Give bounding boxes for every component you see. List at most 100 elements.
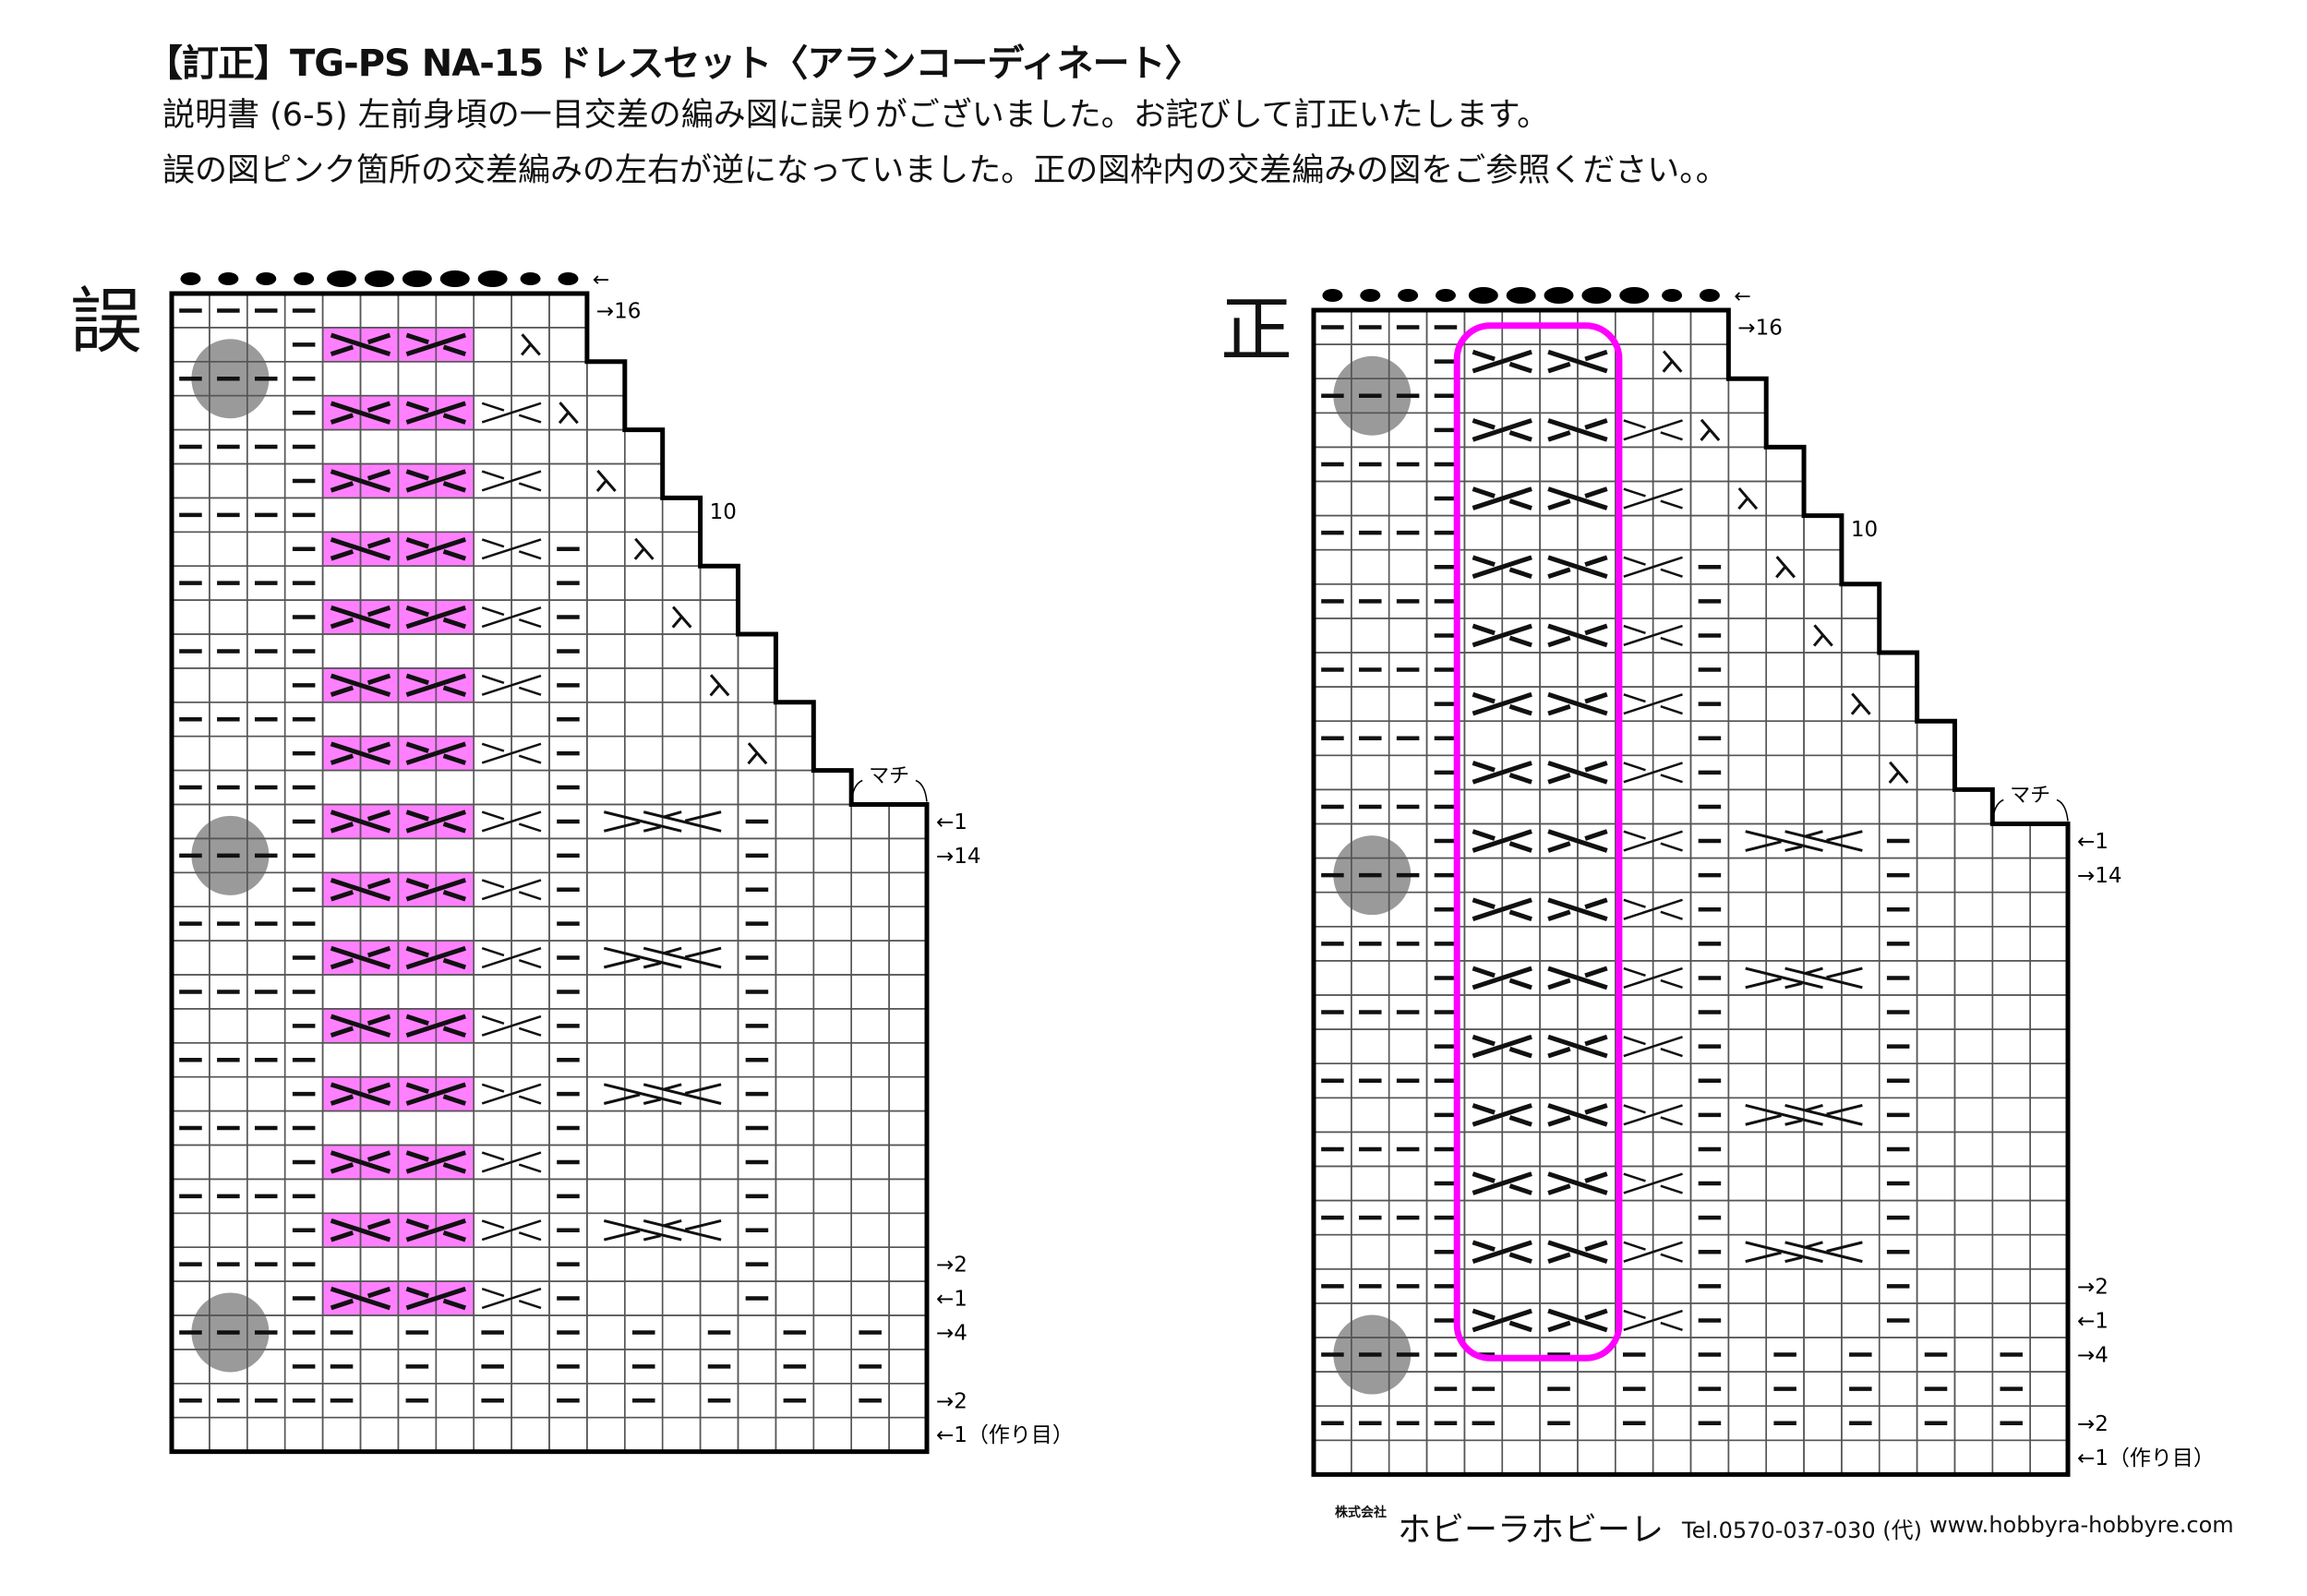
grid-cell — [1916, 925, 1956, 962]
chart-outline — [169, 291, 930, 1455]
cable-cross-symbol-stroke — [330, 822, 354, 834]
grid-cell — [397, 701, 438, 738]
cable-cross-symbol-stroke — [405, 878, 466, 902]
grid-cell — [397, 1178, 438, 1215]
grid-cell — [812, 1008, 852, 1044]
single-cross-symbol-stroke — [518, 686, 542, 696]
grid-cell — [2029, 1199, 2069, 1236]
grid-cell — [1916, 1131, 1956, 1168]
cable-cross-symbol — [405, 401, 466, 425]
grid-cell — [1841, 1062, 1880, 1099]
decrease-symbol-leg — [1700, 428, 1712, 441]
cable-cross-symbol-stroke — [405, 945, 429, 958]
grid-cell — [1727, 822, 1767, 859]
small-dot-marker — [218, 272, 239, 285]
single-cross-symbol-stroke — [1623, 1036, 1683, 1058]
grid-cell — [511, 1314, 550, 1350]
cable-cross-symbol-stroke — [330, 605, 391, 630]
grid-cell — [171, 1075, 210, 1112]
single-cross-symbol — [481, 1014, 542, 1037]
grid-cell — [812, 1280, 852, 1316]
cable-cross-symbol-stroke — [442, 481, 466, 493]
grid-cell — [1351, 686, 1390, 722]
grid-cell — [473, 1042, 512, 1078]
cable-cross-symbol-stroke — [330, 413, 354, 425]
grid-cell — [1463, 1131, 1504, 1168]
grid-cell — [1652, 925, 1692, 962]
grid-cell — [1916, 1165, 1956, 1202]
grid-cell — [850, 1212, 890, 1249]
four-stitch-cross-stroke — [603, 1093, 641, 1105]
grid-cell — [1803, 652, 1843, 688]
cable-cross-symbol-stroke — [366, 673, 391, 686]
grid-cell — [737, 1314, 777, 1350]
four-stitch-cross-stroke — [1745, 1251, 1782, 1264]
grid-cell — [359, 701, 400, 738]
grid-cell — [1727, 1371, 1767, 1407]
cable-cross-symbol-stroke — [1547, 349, 1608, 374]
cable-cross-symbol — [405, 469, 466, 493]
grid-cell — [1539, 1131, 1579, 1168]
cable-cross-symbol — [1472, 1171, 1532, 1195]
grid-cell — [1313, 1439, 1352, 1476]
grid-cell — [623, 599, 664, 635]
grid-cell — [1652, 788, 1692, 825]
cable-cross-symbol-stroke — [1508, 1320, 1532, 1333]
decrease-symbol — [1889, 761, 1909, 784]
grid-cell — [888, 1349, 928, 1385]
decrease-symbol-leg — [1662, 360, 1674, 373]
grid-cell — [359, 1246, 400, 1282]
grid-cell — [1501, 1439, 1541, 1476]
single-cross-symbol-stroke — [481, 810, 542, 833]
grid-cell — [2029, 1165, 2069, 1202]
cable-cross-symbol-stroke — [366, 1218, 391, 1230]
grid-cell — [209, 1212, 248, 1249]
four-stitch-cross-stroke — [643, 961, 662, 969]
grid-cell — [1652, 652, 1692, 688]
grid-cell — [473, 565, 512, 601]
grid-cell — [473, 735, 512, 772]
grid-cell — [1991, 822, 2031, 859]
cable-cross-symbol — [1547, 691, 1608, 716]
grid-cell — [209, 1008, 248, 1044]
cable-cross-symbol-stroke — [1472, 1308, 1496, 1321]
grid-cell — [1501, 1131, 1541, 1168]
four-stitch-cross-stroke — [684, 946, 722, 959]
grid-cell — [623, 769, 664, 806]
grid-cell — [359, 1349, 400, 1385]
grid-cell — [511, 1383, 550, 1419]
grid-cell — [699, 940, 739, 976]
footer-website-link[interactable]: www.hobbyra-hobbyre.com — [1929, 1512, 2234, 1538]
four-stitch-cross-stroke — [643, 946, 722, 969]
cable-cross-symbol — [330, 1150, 391, 1174]
four-stitch-cross-stroke — [1784, 830, 1863, 852]
cable-cross-symbol-stroke — [405, 1082, 429, 1094]
grid-cell — [1313, 1233, 1352, 1270]
cable-cross-symbol-stroke — [330, 481, 354, 493]
small-dot-marker — [1435, 289, 1456, 302]
grid-cell — [511, 293, 550, 329]
grid-cell — [699, 871, 739, 907]
grid-cell — [661, 1246, 702, 1282]
single-cross-symbol-stroke — [481, 606, 505, 617]
four-stitch-cross-symbol — [1745, 966, 1863, 990]
small-dot-marker — [1662, 289, 1683, 302]
four-stitch-cross-stroke — [1826, 966, 1863, 979]
single-cross-symbol-stroke — [518, 618, 542, 629]
cable-cross-symbol-stroke — [1508, 430, 1532, 442]
grid-cell — [473, 906, 512, 942]
grid-cell — [1841, 582, 1880, 619]
four-stitch-cross-stroke — [1805, 830, 1823, 838]
grid-cell — [246, 1416, 286, 1453]
grid-cell — [511, 871, 550, 907]
grid-cell — [2029, 1302, 2069, 1338]
cable-cross-symbol-stroke — [330, 548, 354, 561]
grid-cell — [1652, 514, 1692, 551]
grid-cell — [888, 837, 928, 874]
grid-cell — [1803, 1268, 1843, 1304]
grid-cell — [1463, 720, 1504, 757]
grid-cell — [775, 1042, 815, 1078]
grid-cell — [1652, 309, 1692, 345]
grid-cell — [473, 1246, 512, 1282]
grid-cell — [1577, 1439, 1616, 1476]
